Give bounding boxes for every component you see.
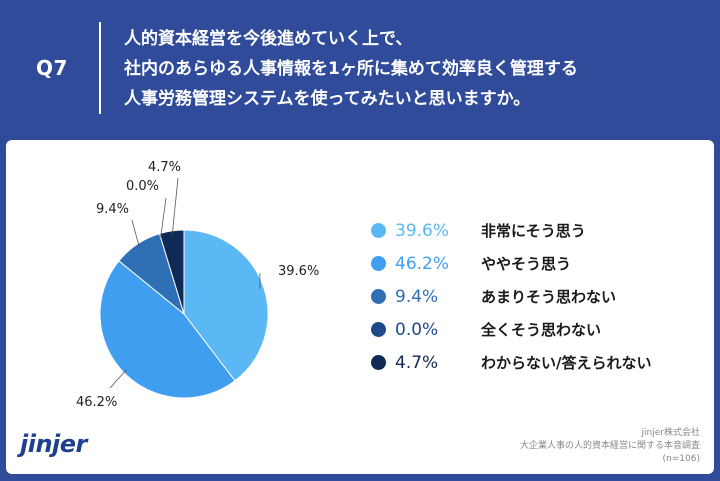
leader-line: [131, 219, 140, 248]
question-line-2: 社内のあらゆる人事情報を1ヶ所に集めて効率良く管理する: [124, 59, 578, 79]
source-survey: 大企業人事の人的資本経営に関する本音調査: [519, 441, 700, 451]
legend: 39.6% 非常にそう思う 46.2% ややそう思う 9.4% あまりそう思わな…: [371, 214, 711, 379]
pie-data-label: 46.2%: [76, 395, 117, 410]
leader-line: [160, 197, 167, 238]
header: Q7 人的資本経営を今後進めていく上で、 社内のあらゆる人事情報を1ヶ所に集めて…: [0, 0, 720, 134]
legend-label: 非常にそう思う: [481, 222, 586, 240]
legend-value: 0.0%: [395, 319, 439, 340]
question-text: 人的資本経営を今後進めていく上で、 社内のあらゆる人事情報を1ヶ所に集めて効率良…: [124, 24, 714, 114]
legend-swatch: [371, 256, 386, 271]
legend-swatch: [371, 322, 386, 337]
brand-logo: jinjer: [20, 430, 87, 458]
pie-slice: [158, 229, 185, 315]
pie-data-label: 0.0%: [126, 179, 159, 194]
legend-item: 39.6% 非常にそう思う: [371, 214, 711, 247]
pie-data-label: 4.7%: [148, 160, 181, 175]
pie-data-label: 39.6%: [278, 264, 319, 279]
legend-item: 46.2% ややそう思う: [371, 247, 711, 280]
pie-data-label: 9.4%: [96, 202, 129, 217]
pie-chart: 39.6% 46.2% 9.4% 0.0% 4.7%: [76, 160, 319, 410]
source-sample-size: (n=106): [662, 454, 700, 464]
question-line-1: 人的資本経営を今後進めていく上で、: [124, 29, 413, 49]
pie-slice: [183, 229, 269, 382]
header-divider: [99, 22, 101, 114]
question-number: Q7: [36, 56, 68, 80]
legend-value: 9.4%: [395, 286, 439, 307]
source-company: jinjer株式会社: [641, 428, 700, 438]
legend-item: 9.4% あまりそう思わない: [371, 280, 711, 313]
question-line-3: 人事労務管理システムを使ってみたいと思いますか。: [124, 89, 531, 109]
legend-item: 0.0% 全くそう思わない: [371, 313, 711, 346]
legend-label: ややそう思う: [481, 255, 572, 273]
leader-line: [109, 369, 127, 389]
chart-card: 39.6% 46.2% 9.4% 0.0% 4.7% 39.6% 非常にそう思う 46.…: [6, 140, 714, 474]
legend-value: 39.6%: [395, 220, 450, 241]
legend-label: わからない/答えられない: [481, 354, 652, 372]
legend-swatch: [371, 223, 386, 238]
leader-line: [171, 177, 179, 235]
legend-swatch: [371, 289, 386, 304]
legend-swatch: [371, 355, 386, 370]
legend-item: 4.7% わからない/答えられない: [371, 346, 711, 379]
source-note: jinjer株式会社 大企業人事の人的資本経営に関する本音調査 (n=106): [520, 427, 700, 466]
legend-label: 全くそう思わない: [481, 321, 602, 339]
legend-label: あまりそう思わない: [481, 288, 617, 306]
legend-value: 46.2%: [395, 253, 450, 274]
legend-value: 4.7%: [395, 352, 439, 373]
